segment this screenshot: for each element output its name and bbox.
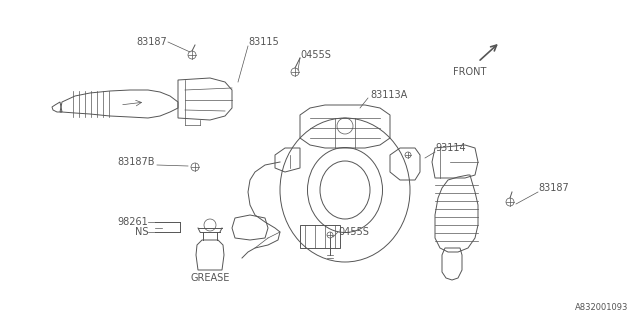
Text: 0455S: 0455S (338, 227, 369, 237)
Text: 98261: 98261 (117, 217, 148, 227)
Text: 0455S: 0455S (300, 50, 331, 60)
Text: A832001093: A832001093 (575, 303, 628, 313)
Text: NS: NS (134, 227, 148, 237)
Text: GREASE: GREASE (190, 273, 230, 283)
Text: 93114: 93114 (435, 143, 466, 153)
Text: 83187B: 83187B (118, 157, 155, 167)
Text: 83187: 83187 (136, 37, 167, 47)
Text: 83113A: 83113A (370, 90, 407, 100)
Text: 83187: 83187 (538, 183, 569, 193)
Text: FRONT: FRONT (453, 67, 486, 77)
Text: 83115: 83115 (248, 37, 279, 47)
